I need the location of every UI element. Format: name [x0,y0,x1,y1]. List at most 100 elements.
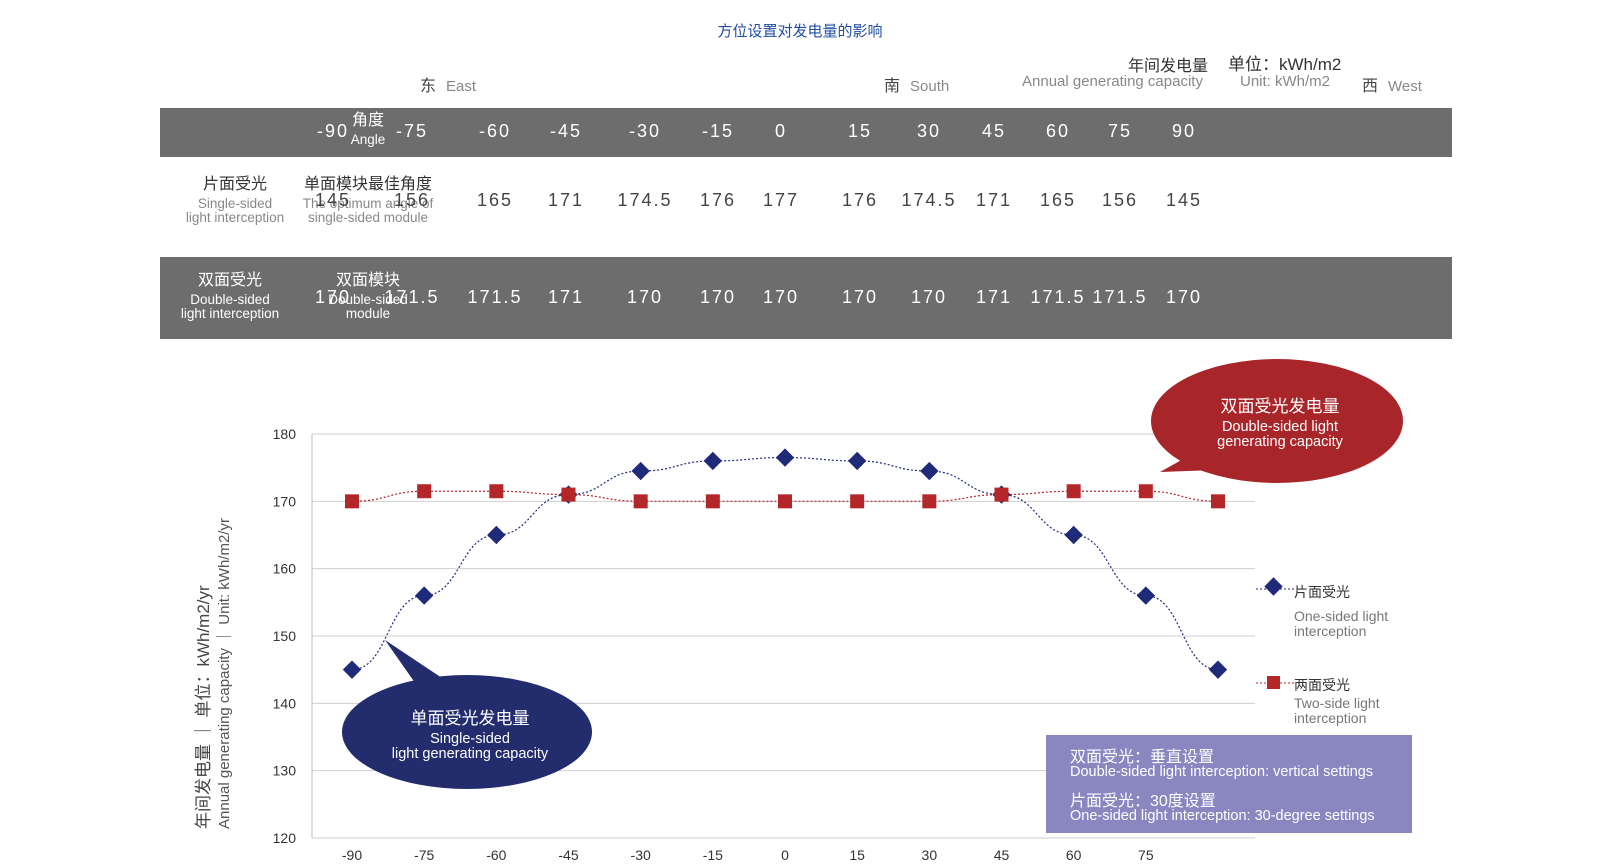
double-value-cell: 171.5 [467,287,523,307]
y-tick-label: 160 [273,561,297,577]
x-tick-label: -15 [703,847,723,863]
single-value-cell: 171 [547,190,585,210]
x-tick-label: -45 [558,847,578,863]
double-module-zh: 双面模块 [335,272,400,289]
double-value-cell: 170 [699,287,737,307]
single-value-cell: 165 [1039,190,1077,210]
single-value-cell: 177 [762,190,800,210]
blue-bubble [342,675,592,789]
note-line1-en: Double-sided light interception: vertica… [1070,764,1374,780]
series-line-1 [351,456,1219,671]
west-label: 西 West [1362,72,1422,96]
y-tick-label: 130 [273,763,297,779]
single-value-cell: 165 [476,190,514,210]
x-tick-label: 30 [922,847,938,863]
south-label: 南 South [884,72,949,96]
y-tick-label: 140 [273,695,297,711]
angle-cell: 75 [1107,121,1133,141]
x-tick-label: 45 [994,847,1010,863]
red-bubble [1151,359,1403,483]
double-value-cell: 170 [626,287,664,307]
single-module-zh: 单面模块最佳角度 [303,176,432,193]
blue-bubble-en2: light generating capacity [391,746,549,763]
data-point-square [994,487,1009,502]
east-label: 东 East [420,72,476,96]
note-line2-en: One-sided light interception: 30-degree … [1070,808,1375,824]
red-bubble-en2: generating capacity [1217,434,1343,451]
single-value-cell: 156 [1101,190,1139,210]
angle-header: 角度 Angle [318,112,418,147]
angle-cell: 30 [916,121,942,141]
single-label-zh: 片面受光 [202,176,267,193]
data-point-square [778,494,792,509]
y-axis-title-zh: 年间发电量 ｜ 单位：kWh/m2/yr [194,585,213,829]
double-value-cell: 170 [314,287,352,307]
y-tick-label: 170 [273,493,297,509]
data-point-square [633,494,648,509]
angle-cell: -15 [701,121,734,141]
south-zh: 南 [884,78,901,95]
table-row-double: 双面受光 Double-sided light interception 双面模… [160,257,1452,339]
blue-bubble-zh: 单面受光发电量 [410,709,530,728]
data-point-diamond [847,451,867,471]
angle-cell: 0 [774,121,787,141]
single-value-cell: 176 [699,190,737,210]
angle-cell: 90 [1171,121,1197,141]
angle-cell: -90 [316,121,349,141]
table-row-single: 片面受光 Single-sided light interception 单面模… [160,157,1452,245]
single-value-cell: 174.5 [617,190,673,210]
single-label-en2: light interception [185,209,285,225]
x-tick-label: -60 [486,847,506,863]
data-point-diamond [1208,660,1228,679]
double-value-cell: 170 [910,287,948,307]
double-value-cell: 171.5 [384,287,440,307]
double-value-cell: 171 [975,287,1013,307]
y-axis-title-en: Annual generating capacity ｜ Unit: kWh/m… [216,518,233,829]
data-point-square [1138,484,1153,499]
legend-one-en1: One-sided light [1294,608,1389,624]
blue-bubble-text: 单面受光发电量 Single-sided light generating ca… [340,710,600,762]
single-label-en1: Single-sided [197,195,273,211]
data-point-diamond [631,461,650,481]
west-zh: 西 [1362,78,1379,95]
data-point-square [561,487,576,502]
data-point-square [1211,494,1225,509]
x-tick-label: -30 [631,847,651,863]
data-point-square [850,494,865,509]
double-value-cell: 171 [547,287,585,307]
legend-two-en1: Two-side light [1294,695,1380,711]
east-zh: 东 [420,78,437,95]
axis-layer: 180 170 160 150 140 130 120 -90 -75 -60 -45 -30 -15 0… [273,426,1154,863]
double-value-cell: 171.5 [1030,287,1086,307]
red-bubble-text: 双面受光发电量 Double-sided light generating ca… [1160,398,1400,450]
data-point-diamond [1064,525,1083,545]
legend-two-marker [1267,676,1280,689]
legend-one-en2: interception [1294,622,1367,639]
data-point-diamond [414,586,434,605]
data-point-square [345,494,359,509]
angle-cell: -45 [549,121,582,141]
page-title: 方位设置对发电量的影响 [717,23,883,40]
angle-cell: 45 [981,121,1007,141]
unit-en: Unit: kWh/m2 [1240,73,1331,90]
angle-cell: -60 [478,121,511,141]
angle-cell: 15 [847,121,873,141]
single-module-en1: The optimum angle of [302,195,434,211]
note-line2-zh: 片面受光：30度设置 [1070,793,1216,810]
x-tick-label: 60 [1066,847,1082,863]
double-value-cell: 171.5 [1092,287,1148,307]
blue-bubble-en1: Single-sided [430,730,510,747]
single-module-en2: single-sided module [307,209,429,225]
single-value-cell: 176 [841,190,879,210]
y-tick-label: 180 [273,426,297,442]
annual-capacity-zh: 年间发电量 [1128,58,1209,75]
settings-note: 双面受光：垂直设置 Double-sided light interceptio… [1046,735,1412,833]
angle-en: Angle [350,131,386,147]
data-point-square [922,494,937,509]
double-module-label: 双面模块 Double-sided module [318,272,418,321]
single-value-cell: 145 [314,190,352,210]
double-label-en2: light interception [180,305,280,321]
data-table: 角度 Angle -90 -75 -60 -45 -30 -15 0 15 30 45 60 75 90… [160,108,1452,339]
angle-cell: -75 [395,121,428,141]
west-en: West [1388,78,1422,95]
